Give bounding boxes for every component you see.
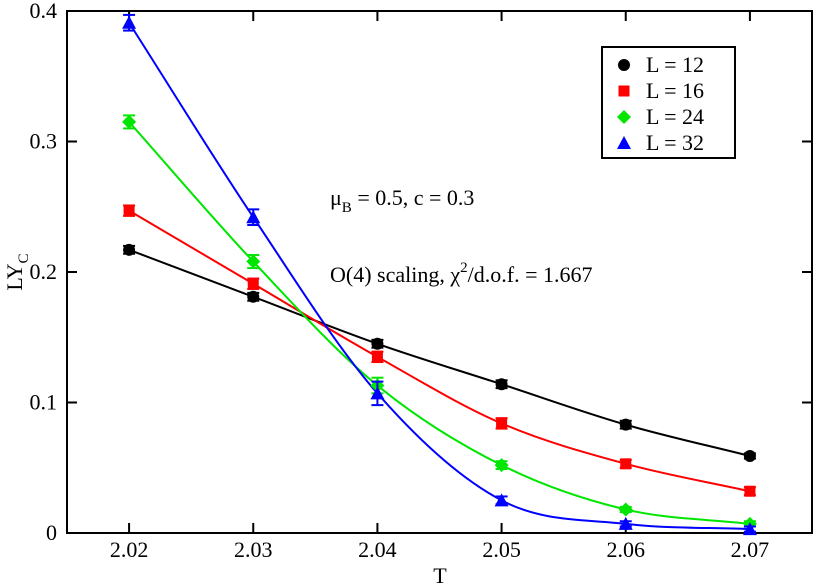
marker xyxy=(123,205,135,217)
legend-label: L = 32 xyxy=(646,130,704,155)
fit-curve xyxy=(128,248,751,457)
y-tick-label: 0.1 xyxy=(30,390,58,415)
x-tick-label: 2.07 xyxy=(731,537,770,562)
marker xyxy=(619,418,632,431)
x-tick-label: 2.06 xyxy=(607,537,646,562)
y-tick-label: 0.2 xyxy=(30,259,58,284)
marker xyxy=(246,210,261,224)
marker xyxy=(247,278,259,290)
marker xyxy=(742,522,757,536)
marker xyxy=(494,458,509,473)
annotation: μB = 0.5, c = 0.3 xyxy=(330,185,474,216)
annotation-text: O(4) scaling, χ xyxy=(330,262,460,287)
marker xyxy=(617,136,631,149)
y-label-sub: C xyxy=(16,253,32,263)
y-axis-label: LYC xyxy=(2,253,32,290)
x-tick-label: 2.05 xyxy=(482,537,521,562)
marker xyxy=(618,516,633,530)
legend-label: L = 16 xyxy=(646,78,704,103)
annotation-text: /d.o.f. = 1.667 xyxy=(468,262,593,287)
marker xyxy=(123,243,136,256)
y-tick-label: 0.3 xyxy=(30,129,58,154)
marker xyxy=(495,378,508,391)
marker xyxy=(122,15,137,29)
annotation-text: = 0.5, c = 0.3 xyxy=(352,185,475,210)
legend-label: L = 24 xyxy=(646,104,704,129)
annotation-sub: B xyxy=(342,200,352,216)
marker xyxy=(618,502,633,517)
annotation-sup: 2 xyxy=(460,260,468,276)
marker xyxy=(371,337,384,350)
marker xyxy=(247,290,260,303)
fit-curve xyxy=(128,121,751,525)
marker xyxy=(494,493,509,507)
y-tick-label: 0 xyxy=(46,520,57,545)
x-tick-label: 2.02 xyxy=(110,537,149,562)
marker xyxy=(620,458,632,470)
legend-label: L = 12 xyxy=(646,52,704,77)
annotation-text: μ xyxy=(330,185,342,210)
marker xyxy=(496,417,508,429)
marker xyxy=(743,450,756,463)
marker xyxy=(618,85,630,97)
x-axis-label: T xyxy=(433,563,447,588)
fit-curve xyxy=(128,209,751,493)
marker xyxy=(617,110,631,124)
marker xyxy=(370,386,385,400)
y-label-main: LY xyxy=(2,263,27,290)
marker xyxy=(246,254,261,269)
y-tick-label: 0.4 xyxy=(30,0,58,23)
marker xyxy=(744,485,756,497)
marker xyxy=(122,114,137,129)
marker xyxy=(371,351,383,363)
x-tick-label: 2.03 xyxy=(234,537,273,562)
marker xyxy=(618,59,630,71)
annotation: O(4) scaling, χ2/d.o.f. = 1.667 xyxy=(330,260,592,287)
x-tick-label: 2.04 xyxy=(358,537,397,562)
